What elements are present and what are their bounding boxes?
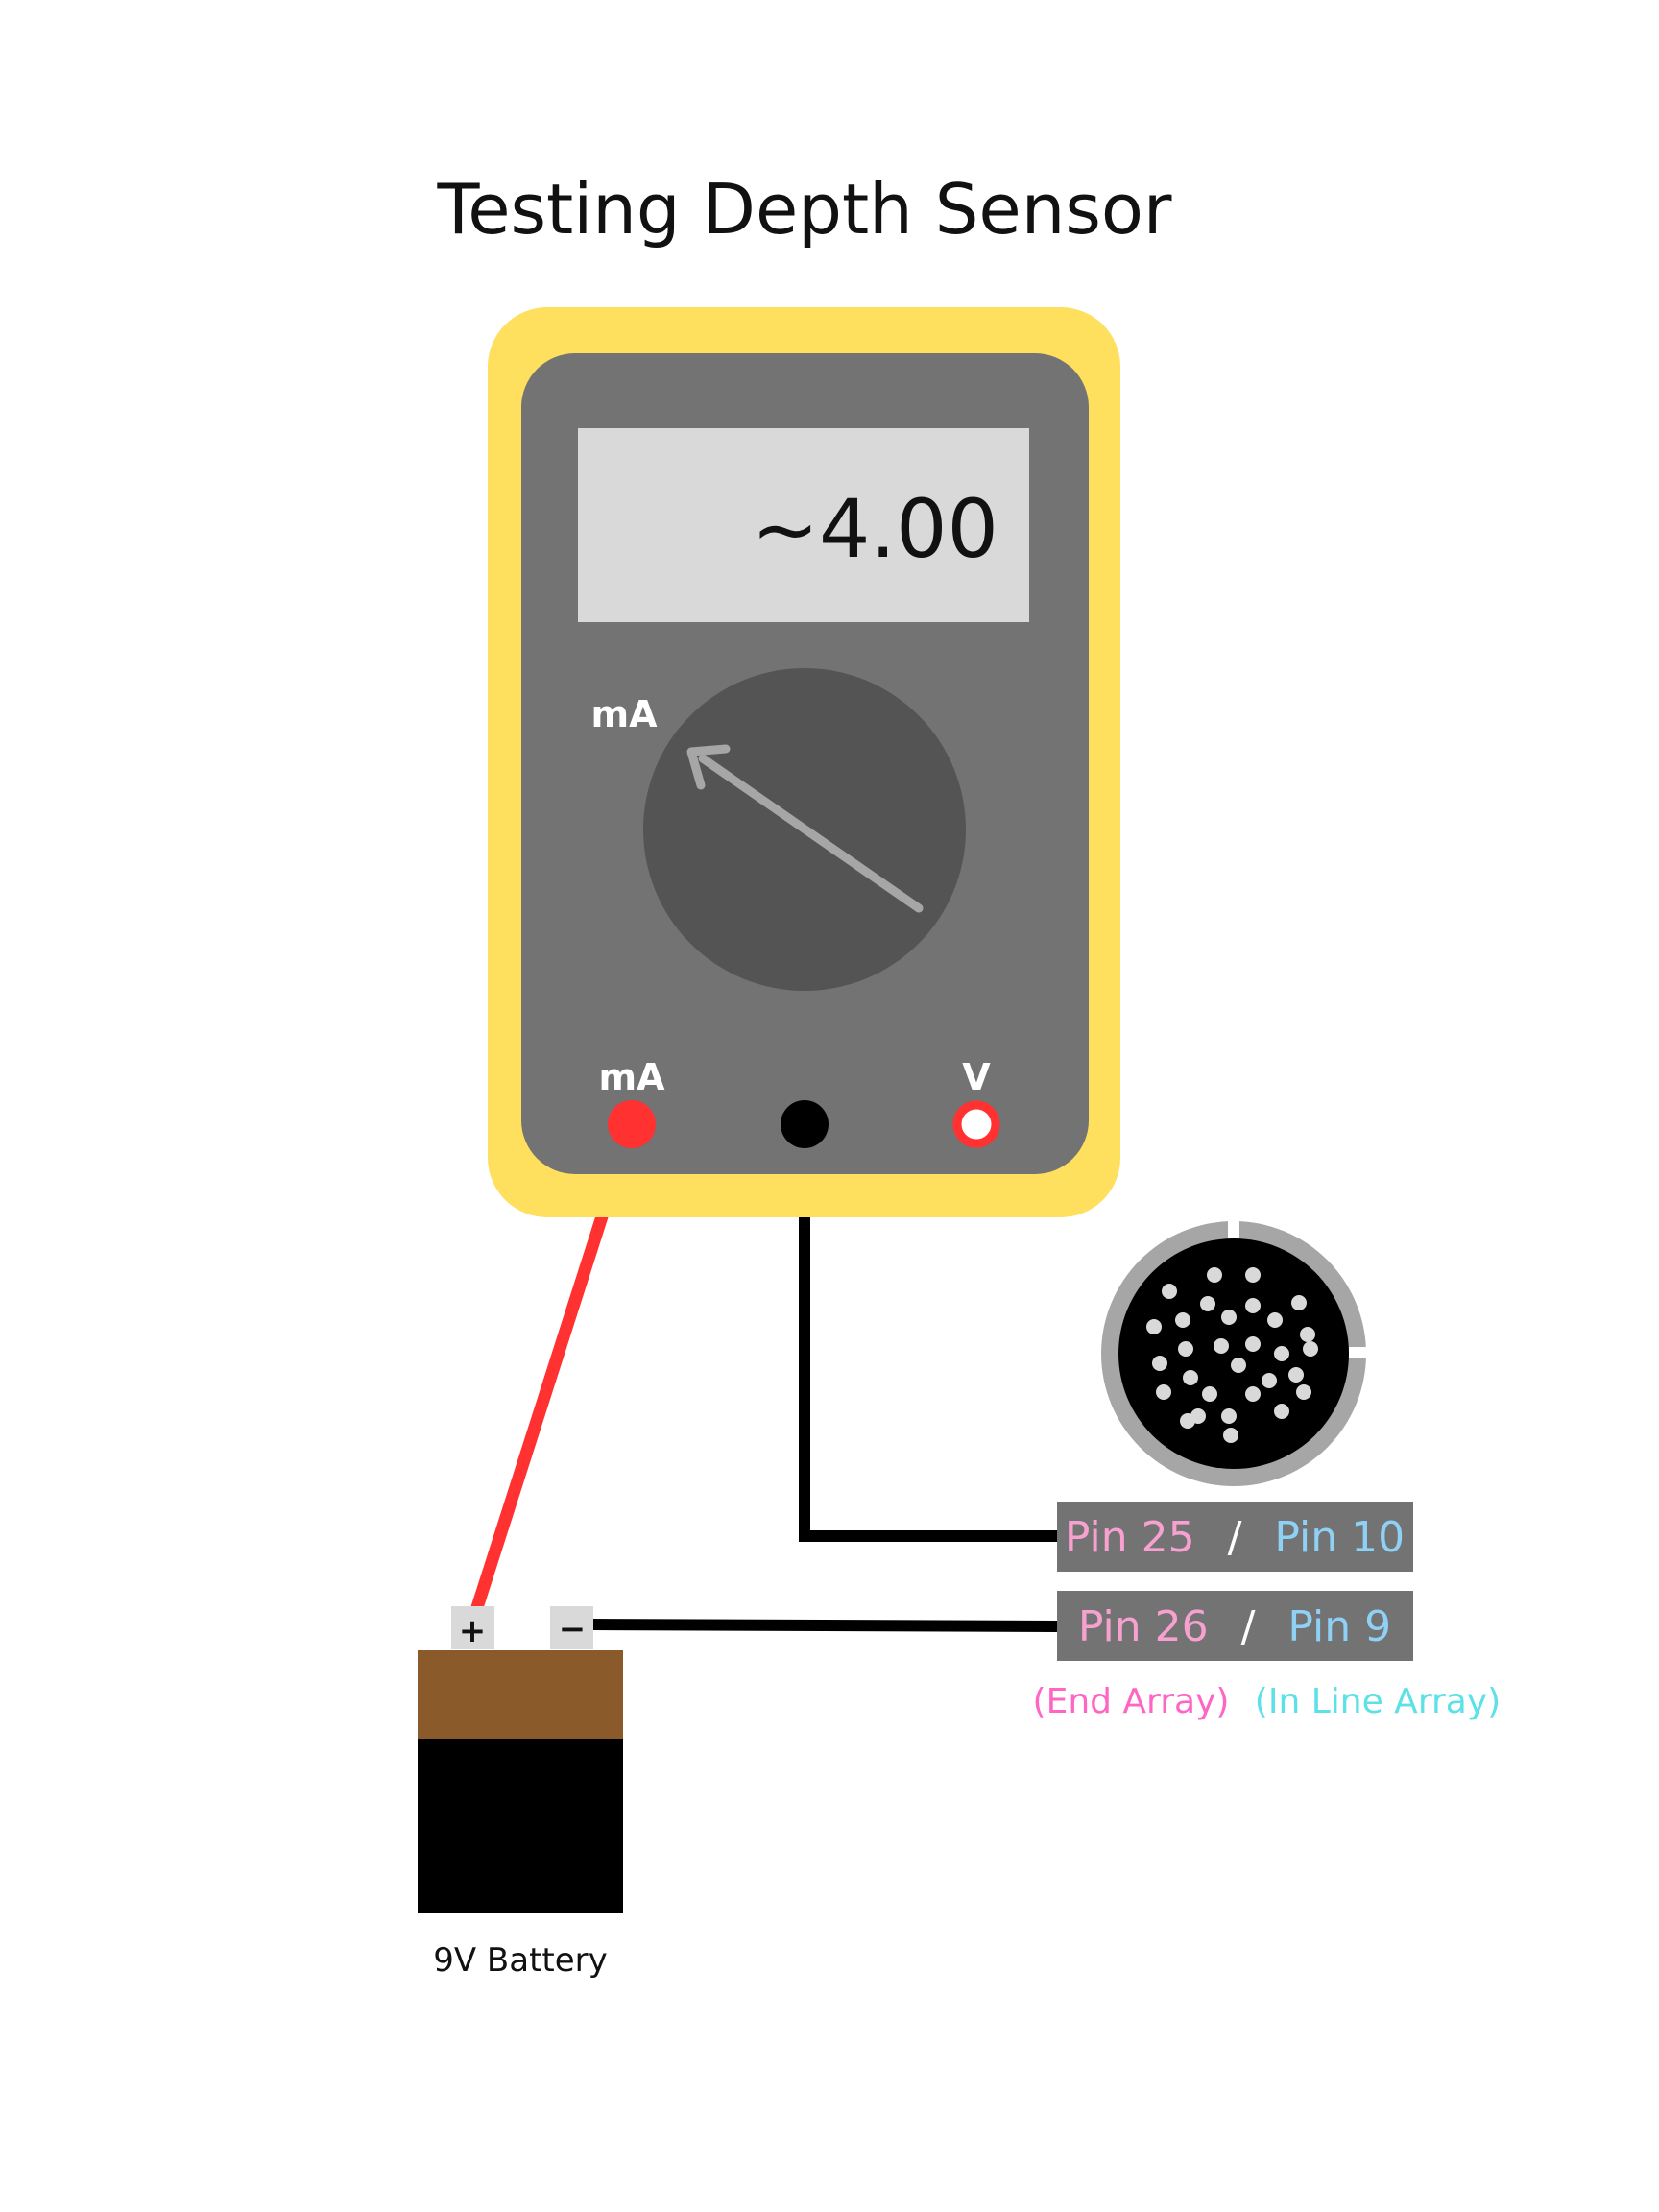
- battery-plus-terminal: [451, 1606, 494, 1649]
- multimeter-display: [578, 428, 1029, 622]
- pin-row-2: Pin 26 / Pin 9: [1078, 1602, 1391, 1651]
- connector-pin: [1156, 1384, 1171, 1400]
- connector-pin: [1274, 1404, 1289, 1419]
- sensor-connector: [1101, 1217, 1370, 1486]
- display-reading: ~4.00: [752, 482, 998, 576]
- jack-label-ma: mA: [598, 1056, 665, 1098]
- connector-pin: [1288, 1367, 1304, 1382]
- battery-minus-sign: −: [559, 1610, 587, 1648]
- connector-key-top: [1228, 1217, 1239, 1238]
- dial-pointer: [698, 754, 924, 913]
- battery-label: 9V Battery: [433, 1941, 608, 1980]
- connector-pin: [1267, 1312, 1283, 1328]
- connector-pin: [1245, 1298, 1261, 1313]
- jack-v[interactable]: [952, 1100, 1000, 1148]
- connector-pin: [1214, 1338, 1229, 1354]
- connector-pin: [1296, 1384, 1311, 1400]
- connector-key-right: [1349, 1347, 1370, 1358]
- dial-mode-label: mA: [590, 693, 658, 735]
- connector-pin: [1303, 1341, 1318, 1357]
- connector-pin: [1300, 1327, 1315, 1342]
- connector-face: [1118, 1238, 1349, 1469]
- connector-pin: [1291, 1295, 1307, 1310]
- battery-negative-wire: [591, 1619, 1058, 1632]
- multimeter: ~4.00 mA mA V: [488, 307, 1120, 1217]
- connector-pin: [1245, 1336, 1261, 1352]
- connector-pin: [1175, 1312, 1190, 1328]
- connector-pin: [1245, 1386, 1261, 1402]
- pin-box-1: [1057, 1502, 1413, 1572]
- connector-pin: [1274, 1346, 1289, 1361]
- connector-pin: [1221, 1408, 1237, 1424]
- connector-pin: [1231, 1358, 1246, 1373]
- pin-row-1-end: Pin 25: [1065, 1513, 1195, 1562]
- black-lead-wire: [799, 1123, 1057, 1542]
- pin-labels: Pin 25 / Pin 10 Pin 26 / Pin 9 (End Arra…: [1033, 1502, 1501, 1721]
- connector-pin: [1202, 1386, 1217, 1402]
- battery-minus-terminal: [550, 1606, 593, 1649]
- pin-row-2-end: Pin 26: [1078, 1602, 1209, 1651]
- connector-pin: [1183, 1370, 1198, 1385]
- connector-pin: [1221, 1310, 1237, 1325]
- legend-inline-array: (In Line Array): [1255, 1682, 1501, 1721]
- connector-pin: [1207, 1267, 1222, 1283]
- jack-com[interactable]: [781, 1100, 829, 1148]
- pin-row-2-separator: /: [1241, 1602, 1256, 1651]
- jack-ma[interactable]: [608, 1100, 656, 1148]
- connector-pin: [1178, 1341, 1193, 1357]
- connector-pin: [1162, 1284, 1177, 1299]
- pin-box-2: [1057, 1591, 1413, 1661]
- pin-row-1-inline: Pin 10: [1274, 1513, 1405, 1562]
- connector-pin: [1245, 1267, 1261, 1283]
- connector-pins: [1146, 1267, 1318, 1443]
- battery-body: [418, 1739, 623, 1913]
- legend-end-array: (End Array): [1033, 1682, 1230, 1721]
- battery: + − 9V Battery: [418, 1606, 623, 1980]
- connector-pin: [1146, 1319, 1162, 1334]
- jack-label-v: V: [962, 1056, 991, 1098]
- battery-plus-sign: +: [459, 1612, 487, 1650]
- connector-pin: [1152, 1356, 1167, 1371]
- page-title: Testing Depth Sensor: [437, 169, 1172, 250]
- connector-pin: [1223, 1428, 1238, 1443]
- pin-row-1: Pin 25 / Pin 10: [1065, 1513, 1405, 1562]
- battery-top: [418, 1650, 623, 1739]
- connector-pin: [1190, 1408, 1206, 1424]
- pin-row-1-separator: /: [1228, 1513, 1242, 1562]
- connector-pin: [1262, 1373, 1277, 1388]
- dial-pointer-arrowhead: [686, 744, 731, 790]
- connector-pin: [1200, 1296, 1215, 1311]
- pin-row-2-inline: Pin 9: [1287, 1602, 1391, 1651]
